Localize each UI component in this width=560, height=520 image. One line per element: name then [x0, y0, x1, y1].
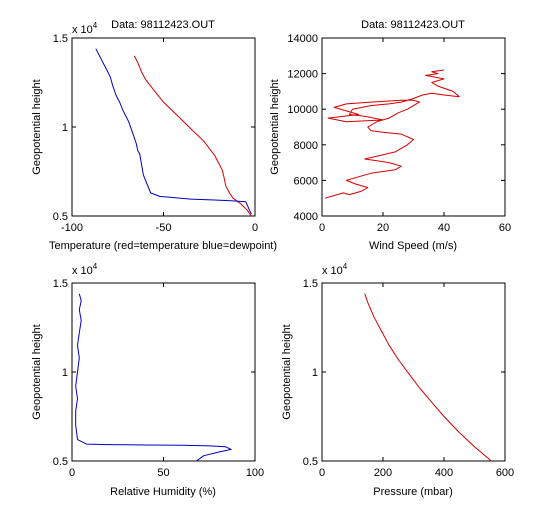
temperature-series-1-line — [133, 55, 252, 217]
wind-speed-ytick-label: 10000 — [287, 104, 318, 116]
temperature-panel-title: Data: 98112423.OUT — [111, 19, 215, 31]
temperature-exponent-power: 4 — [93, 21, 98, 30]
pressure-panel-xlabel: Pressure (mbar) — [373, 486, 452, 498]
pressure-panel: x 104 Pressure (mbar) Geopotential heigh… — [281, 262, 514, 498]
temperature-panel-exponent: x 104 — [72, 21, 98, 36]
wind-speed-ytick-label: 12000 — [287, 69, 318, 81]
humidity-panel-xlabel: Relative Humidity (%) — [110, 486, 216, 498]
pressure-ytick-label: 0.5 — [303, 456, 318, 468]
wind-speed-panel: Data: 98112423.OUT Wind Speed (m/s) Geop… — [269, 19, 511, 252]
temperature-xtick-label: -100 — [61, 222, 83, 234]
pressure-exponent-base: x 10 — [322, 265, 343, 277]
wind-speed-axes-frame — [321, 37, 506, 217]
humidity-ytick-label: 1 — [62, 367, 68, 379]
pressure-xtick-label: 400 — [435, 467, 453, 479]
pressure-series-1-line — [364, 293, 492, 462]
wind-speed-ytick-label: 14000 — [287, 33, 318, 45]
wind-speed-ytick-label: 6000 — [294, 175, 318, 187]
humidity-panel-exponent: x 104 — [72, 262, 98, 277]
wind-speed-series-1-line — [324, 69, 460, 199]
wind-speed-panel-title: Data: 98112423.OUT — [361, 19, 465, 31]
temperature-panel-xlabel: Temperature (red=temperature blue=dewpoi… — [49, 240, 277, 252]
wind-speed-xtick-label: 60 — [499, 222, 511, 234]
wind-speed-panel-xlabel: Wind Speed (m/s) — [369, 240, 457, 252]
humidity-panel: x 104 Relative Humidity (%) Geopotential… — [31, 262, 264, 498]
humidity-xtick-label: 100 — [246, 467, 264, 479]
wind-speed-xtick-label: 20 — [377, 222, 389, 234]
pressure-ytick-label: 1.5 — [303, 278, 318, 290]
temperature-ytick-label: 0.5 — [53, 211, 68, 223]
humidity-xtick-label: 50 — [157, 467, 169, 479]
wind-speed-ytick-label: 4000 — [294, 211, 318, 223]
temperature-exponent-base: x 10 — [72, 24, 93, 36]
wind-speed-ytick-label: 8000 — [294, 140, 318, 152]
pressure-panel-exponent: x 104 — [322, 262, 348, 277]
humidity-panel-ylabel: Geopotential height — [31, 324, 43, 419]
pressure-xtick-label: 600 — [496, 467, 514, 479]
humidity-ytick-label: 1.5 — [53, 278, 68, 290]
humidity-xtick-label: 0 — [69, 467, 75, 479]
temperature-xtick-label: -50 — [156, 222, 172, 234]
wind-speed-xtick-label: 40 — [438, 222, 450, 234]
pressure-axes-frame — [321, 282, 506, 462]
temperature-ytick-label: 1 — [62, 122, 68, 134]
pressure-ytick-label: 1 — [312, 367, 318, 379]
temperature-panel-ylabel: Geopotential height — [31, 79, 43, 174]
temperature-panel: Data: 98112423.OUT x 104 Temperature (re… — [31, 19, 277, 252]
pressure-xtick-label: 0 — [319, 467, 325, 479]
temperature-ytick-label: 1.5 — [53, 33, 68, 45]
humidity-series-1-line — [75, 293, 232, 462]
humidity-axes-frame — [71, 282, 256, 462]
humidity-exponent-power: 4 — [93, 262, 98, 271]
wind-speed-panel-ylabel: Geopotential height — [269, 79, 281, 174]
humidity-exponent-base: x 10 — [72, 265, 93, 277]
wind-speed-xtick-label: 0 — [319, 222, 325, 234]
pressure-exponent-power: 4 — [343, 262, 348, 271]
temperature-xtick-label: 0 — [252, 222, 258, 234]
temperature-series-2-line — [95, 48, 252, 215]
humidity-ytick-label: 0.5 — [53, 456, 68, 468]
pressure-xtick-label: 200 — [374, 467, 392, 479]
pressure-panel-ylabel: Geopotential height — [281, 324, 293, 419]
